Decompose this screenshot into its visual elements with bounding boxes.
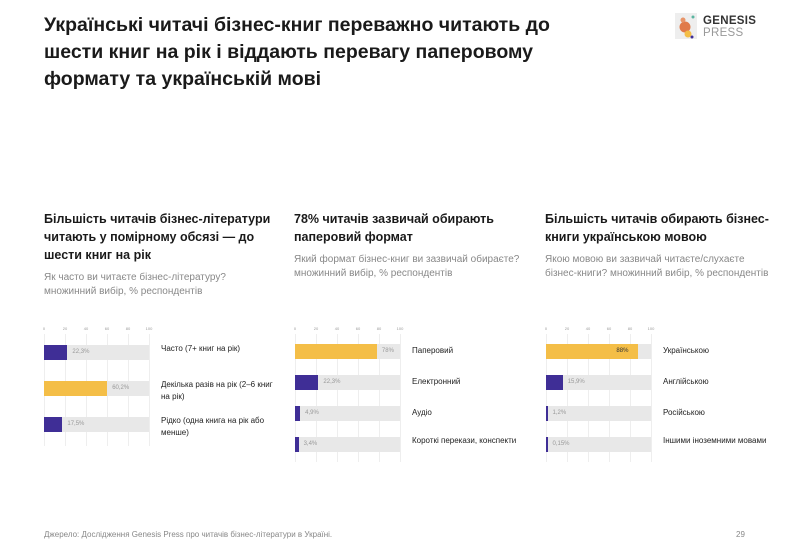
bar: [295, 344, 377, 359]
x-tick-label: 40: [334, 326, 340, 331]
category-label: Часто (7+ книг на рік): [161, 344, 241, 353]
bar-track: [295, 406, 400, 421]
category-label: Паперовий: [412, 346, 454, 355]
data-label: 17,5%: [67, 421, 85, 427]
category-label: Електронний: [412, 377, 461, 386]
gridline: [295, 334, 296, 462]
bar-track: [295, 375, 400, 390]
section-heading: Більшість читачів бізнес-літератури чита…: [44, 212, 271, 262]
page-number: 29: [736, 530, 745, 539]
section-language: Більшість читачів обирають бізнес-книги …: [545, 210, 775, 281]
bar: [295, 406, 301, 421]
x-tick-label: 20: [564, 326, 570, 331]
gridline: [358, 334, 359, 462]
gridline: [651, 334, 652, 462]
data-label: 4,9%: [305, 410, 319, 416]
x-tick-label: 40: [585, 326, 591, 331]
category-label: Іншими іноземними мовами: [663, 436, 767, 445]
x-tick-label: 20: [313, 326, 319, 331]
data-label: 22,3%: [323, 379, 341, 385]
section-heading: 78% читачів зазвичай обирають паперовий …: [294, 212, 494, 244]
bar: [546, 375, 563, 390]
page-title: Українські читачі бізнес-книг переважно …: [44, 14, 550, 90]
x-tick-label: 80: [376, 326, 382, 331]
gridline: [379, 334, 380, 462]
x-tick-label: 60: [606, 326, 612, 331]
x-tick-label: 100: [396, 326, 404, 331]
logo-text-genesis: GENESIS: [703, 15, 757, 27]
survey-question: Якою мовою ви зазвичай читаєте/слухаєте …: [545, 254, 769, 279]
x-tick-label: 40: [83, 326, 89, 331]
category-label: Аудіо: [412, 408, 432, 417]
gridline: [400, 334, 401, 462]
category-label: Рідко (одна книга на рік або менше): [161, 416, 265, 437]
bar-track: [295, 437, 400, 452]
gridline: [567, 334, 568, 462]
category-label: Короткі перекази, конспекти: [412, 436, 517, 445]
logo-mark-icon: [675, 13, 697, 39]
source-note: Джерело: Дослідження Genesis Press про ч…: [44, 530, 333, 539]
section-reading-frequency: Більшість читачів бізнес-літератури чита…: [44, 210, 274, 299]
gridline: [630, 334, 631, 462]
data-label: 60,2%: [112, 385, 130, 391]
x-tick-label: 80: [125, 326, 131, 331]
category-label: Російською: [663, 408, 705, 417]
bar: [44, 381, 108, 396]
section-heading: Більшість читачів обирають бізнес-книги …: [545, 212, 769, 244]
bar: [546, 437, 548, 452]
gridline: [337, 334, 338, 462]
gridline: [316, 334, 317, 462]
bar: [295, 437, 299, 452]
data-label: 22,3%: [72, 349, 90, 355]
category-label: Декілька разів на рік (2–6 книг на рік): [161, 380, 273, 401]
category-label: Англійською: [663, 377, 709, 386]
x-tick-label: 0: [293, 326, 297, 331]
data-label: 88%: [616, 348, 629, 354]
bar: [295, 375, 319, 390]
data-label: 15,9%: [567, 379, 585, 385]
bar: [546, 344, 639, 359]
gridline: [149, 334, 150, 446]
genesis-press-logo: GENESIS PRESS: [675, 12, 765, 42]
bar-track: [44, 417, 149, 432]
logo-text-press: PRESS: [703, 27, 744, 39]
data-label: 3,4%: [303, 441, 318, 447]
category-label: Українською: [663, 346, 709, 355]
bar-track: [44, 345, 149, 360]
data-label: 0,15%: [552, 441, 570, 447]
x-tick-label: 80: [627, 326, 633, 331]
survey-question: Як часто ви читаєте бізнес-літературу? м…: [44, 272, 226, 297]
x-tick-label: 60: [355, 326, 361, 331]
bar: [44, 417, 63, 432]
x-tick-label: 60: [104, 326, 110, 331]
bar-track: [546, 406, 651, 421]
data-label: 78%: [381, 348, 394, 354]
bar: [44, 345, 68, 360]
gridline: [609, 334, 610, 462]
x-tick-label: 20: [62, 326, 68, 331]
x-tick-label: 100: [647, 326, 655, 331]
x-tick-label: 0: [544, 326, 548, 331]
bar: [546, 406, 548, 421]
survey-question: Який формат бізнес-книг ви зазвичай обир…: [294, 254, 520, 279]
gridline: [546, 334, 547, 462]
x-tick-label: 100: [145, 326, 153, 331]
gridline: [588, 334, 589, 462]
bar-track: [546, 437, 651, 452]
data-label: 1,2%: [552, 410, 567, 416]
x-tick-label: 0: [42, 326, 46, 331]
section-format: 78% читачів зазвичай обирають паперовий …: [294, 210, 524, 281]
bar-track: [546, 375, 651, 390]
